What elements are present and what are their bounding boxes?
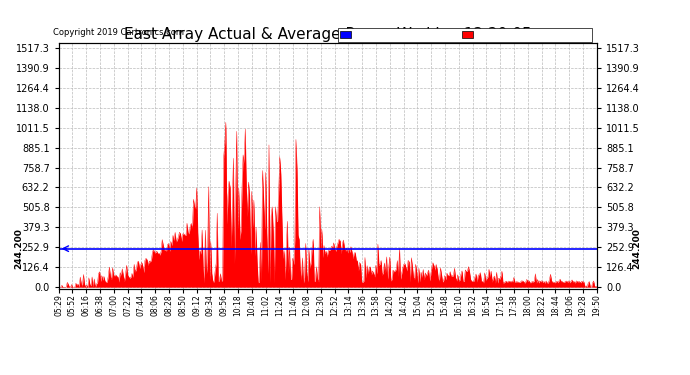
Text: Copyright 2019 Cartronics.com: Copyright 2019 Cartronics.com bbox=[53, 28, 184, 38]
Text: 244.200: 244.200 bbox=[14, 228, 23, 269]
Legend: Average  (DC Watts), East Array  (DC Watts): Average (DC Watts), East Array (DC Watts… bbox=[337, 28, 592, 42]
Text: 244.200: 244.200 bbox=[632, 228, 641, 269]
Title: East Array Actual & Average Power Wed Jun 12 20:05: East Array Actual & Average Power Wed Ju… bbox=[124, 27, 531, 42]
